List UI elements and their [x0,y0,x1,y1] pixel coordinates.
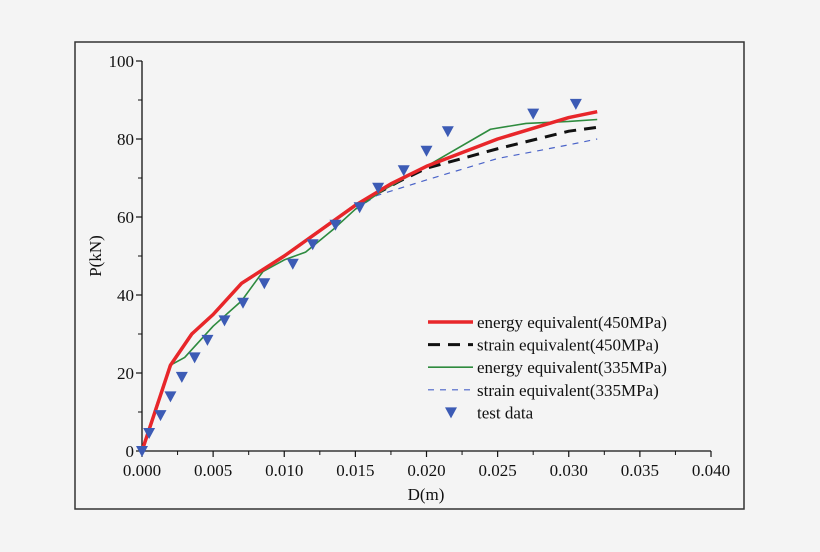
legend-label-2: energy equivalent(335MPa) [477,358,667,377]
series-group [136,98,598,457]
series-line-2 [141,118,598,452]
test-data-point [164,391,177,403]
legend-marker-test-data [445,407,457,419]
test-data-point [201,334,214,346]
x-tick-label: 0.005 [194,461,232,480]
test-data-point [258,278,271,290]
figure-frame [74,41,745,510]
y-axis-label: P(kN) [86,235,105,277]
test-data-point [136,446,148,457]
legend-label-1: strain equivalent(450MPa) [477,336,659,355]
legend: energy equivalent(450MPa) strain equivale… [428,313,667,422]
x-tick-label: 0.040 [692,461,730,480]
y-tick-label: 0 [126,442,135,461]
test-data-point [420,145,433,157]
test-data-point [175,371,188,383]
test-data-point [306,239,319,251]
y-tick-label: 60 [117,208,134,227]
x-tick-label: 0.025 [479,461,517,480]
test-data-point [569,98,582,110]
x-tick-label: 0.030 [550,461,588,480]
legend-label-0: energy equivalent(450MPa) [477,313,667,332]
legend-label-4: test data [477,403,534,422]
x-tick-label: 0.000 [123,461,161,480]
test-data-point [143,428,156,440]
test-data-point [372,182,385,194]
legend-label-3: strain equivalent(335MPa) [477,381,659,400]
x-tick-label: 0.015 [336,461,374,480]
x-tick-label: 0.020 [407,461,445,480]
series-line-0 [140,109,598,452]
axes: 0.000 0.005 0.010 0.015 0.020 0.025 0.030 0.035… [109,52,731,480]
y-tick-label: 20 [117,364,134,383]
x-tick-label: 0.035 [621,461,659,480]
test-data-point [286,258,299,270]
test-data-point [353,202,366,214]
x-tick-label: 0.010 [265,461,303,480]
test-data-point [329,219,342,231]
test-data-point [154,410,167,422]
x-axis-label: D(m) [408,485,445,504]
test-data-point [441,126,454,138]
test-data-point [218,315,231,327]
y-tick-label: 80 [117,130,134,149]
test-data-point [397,165,410,177]
y-tick-label: 100 [109,52,135,71]
test-data-point [188,352,201,364]
test-data-point [527,108,540,120]
y-tick-label: 40 [117,286,134,305]
test-data-point [236,297,249,309]
